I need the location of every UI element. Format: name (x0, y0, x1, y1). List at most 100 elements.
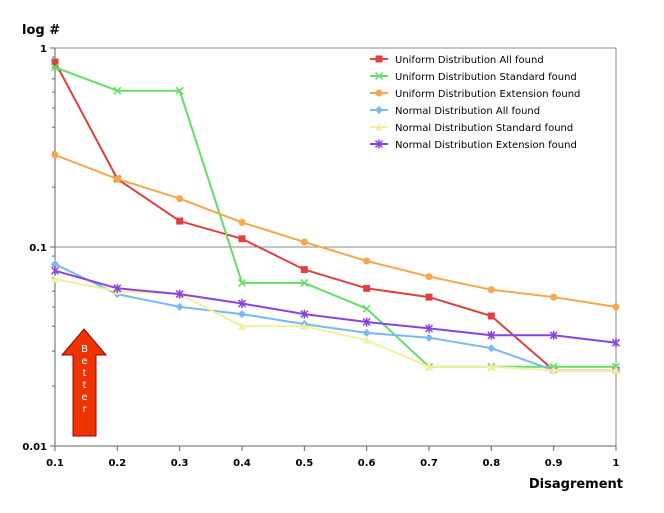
data-point (362, 336, 371, 344)
data-point (237, 278, 247, 287)
data-point (487, 312, 495, 320)
legend-item: Uniform Distribution Extension found (370, 89, 580, 100)
legend-swatch-marker (375, 123, 383, 131)
data-point (611, 338, 621, 348)
data-point (362, 304, 371, 313)
legend-label: Uniform Distribution Standard found (395, 72, 577, 83)
data-point (238, 310, 246, 319)
data-point (238, 218, 246, 226)
arrow-letter: t (83, 368, 87, 379)
x-tick-label: 0.6 (358, 458, 376, 469)
series-line (54, 154, 617, 308)
data-point (425, 333, 433, 342)
data-point (425, 273, 433, 281)
legend-item: Normal Distribution Extension found (370, 139, 577, 151)
legend-label: Uniform Distribution Extension found (395, 89, 580, 100)
legend-swatch-marker (374, 71, 384, 81)
data-point (550, 293, 558, 301)
x-tick-label: 1 (613, 458, 620, 469)
data-point (51, 275, 59, 283)
data-point (237, 299, 247, 309)
x-tick-label: 0.1 (46, 458, 64, 469)
y-tick-label: 0.01 (22, 442, 47, 453)
legend-label: Uniform Distribution All found (395, 55, 544, 66)
x-tick-label: 0.5 (295, 458, 313, 469)
legend-item: Uniform Distribution All found (370, 55, 544, 66)
data-point (175, 86, 184, 95)
tick-labels: 1 0.1 0.01 0.1 0.2 0.3 0.4 0.5 0.6 0.7 0.8 0.9 1 (22, 44, 619, 469)
arrow-shape (60, 328, 108, 437)
legend: Uniform Distribution All found Uniform Di… (370, 55, 580, 151)
data-point (51, 260, 59, 269)
y-tick-label: 0.1 (29, 243, 47, 254)
data-point (487, 330, 496, 340)
legend-label: Normal Distribution Standard found (395, 123, 573, 134)
data-point (363, 284, 371, 292)
x-tick-label: 0.4 (233, 458, 251, 469)
x-tick-label: 0.3 (171, 458, 189, 469)
legend-swatch-marker (375, 106, 383, 114)
data-point (549, 330, 558, 340)
data-point (424, 323, 434, 333)
legend-item: Normal Distribution Standard found (370, 123, 573, 134)
data-point (362, 317, 371, 327)
data-point (612, 366, 620, 374)
x-tick-label: 0.9 (545, 458, 563, 469)
legend-swatch-marker (375, 89, 383, 97)
series-line (54, 66, 616, 368)
data-point (425, 362, 433, 371)
legend-item: Uniform Distribution Standard found (370, 71, 577, 83)
data-point (51, 151, 59, 159)
data-point (487, 344, 496, 353)
data-point (113, 86, 122, 95)
data-point (300, 266, 308, 274)
data-point (487, 286, 495, 294)
x-tick-label: 0.7 (420, 458, 438, 469)
legend-item: Normal Distribution All found (370, 106, 540, 117)
data-point (300, 278, 309, 287)
data-point (113, 175, 121, 183)
series-line (54, 269, 617, 344)
y-axis-title: log # (22, 23, 60, 38)
arrow-letter: e (81, 356, 87, 367)
series-line (54, 263, 616, 372)
data-point (176, 195, 184, 203)
x-axis-title: Disagrement (529, 477, 623, 492)
data-point (363, 257, 371, 265)
data-point (300, 309, 309, 319)
data-point (238, 322, 246, 330)
data-point (612, 303, 620, 311)
data-point (50, 63, 60, 72)
legend-swatch-marker (375, 55, 383, 63)
arrow-letter: t (83, 380, 87, 391)
data-point (238, 235, 246, 243)
legend-label: Normal Distribution Extension found (395, 140, 577, 151)
y-tick-label: 1 (40, 44, 47, 55)
legend-label: Normal Distribution All found (395, 106, 540, 117)
data-point (175, 302, 184, 311)
data-point (362, 328, 371, 337)
series-6 (50, 266, 621, 348)
series-layer (50, 58, 621, 375)
data-point (175, 289, 184, 299)
data-point (549, 366, 558, 374)
arrow-letter: r (82, 404, 87, 415)
arrow-letter: e (81, 392, 87, 403)
data-point (176, 217, 184, 225)
data-point (113, 283, 122, 293)
x-tick-label: 0.8 (482, 458, 500, 469)
data-point (425, 293, 433, 301)
series-3 (51, 151, 620, 311)
series-line (54, 61, 616, 372)
data-point (300, 322, 309, 330)
data-point (51, 58, 59, 66)
x-tick-label: 0.2 (108, 458, 126, 469)
data-point (50, 266, 60, 276)
data-point (487, 362, 496, 371)
data-point (300, 238, 308, 246)
legend-swatch-marker (374, 139, 384, 149)
series-line (54, 278, 616, 372)
